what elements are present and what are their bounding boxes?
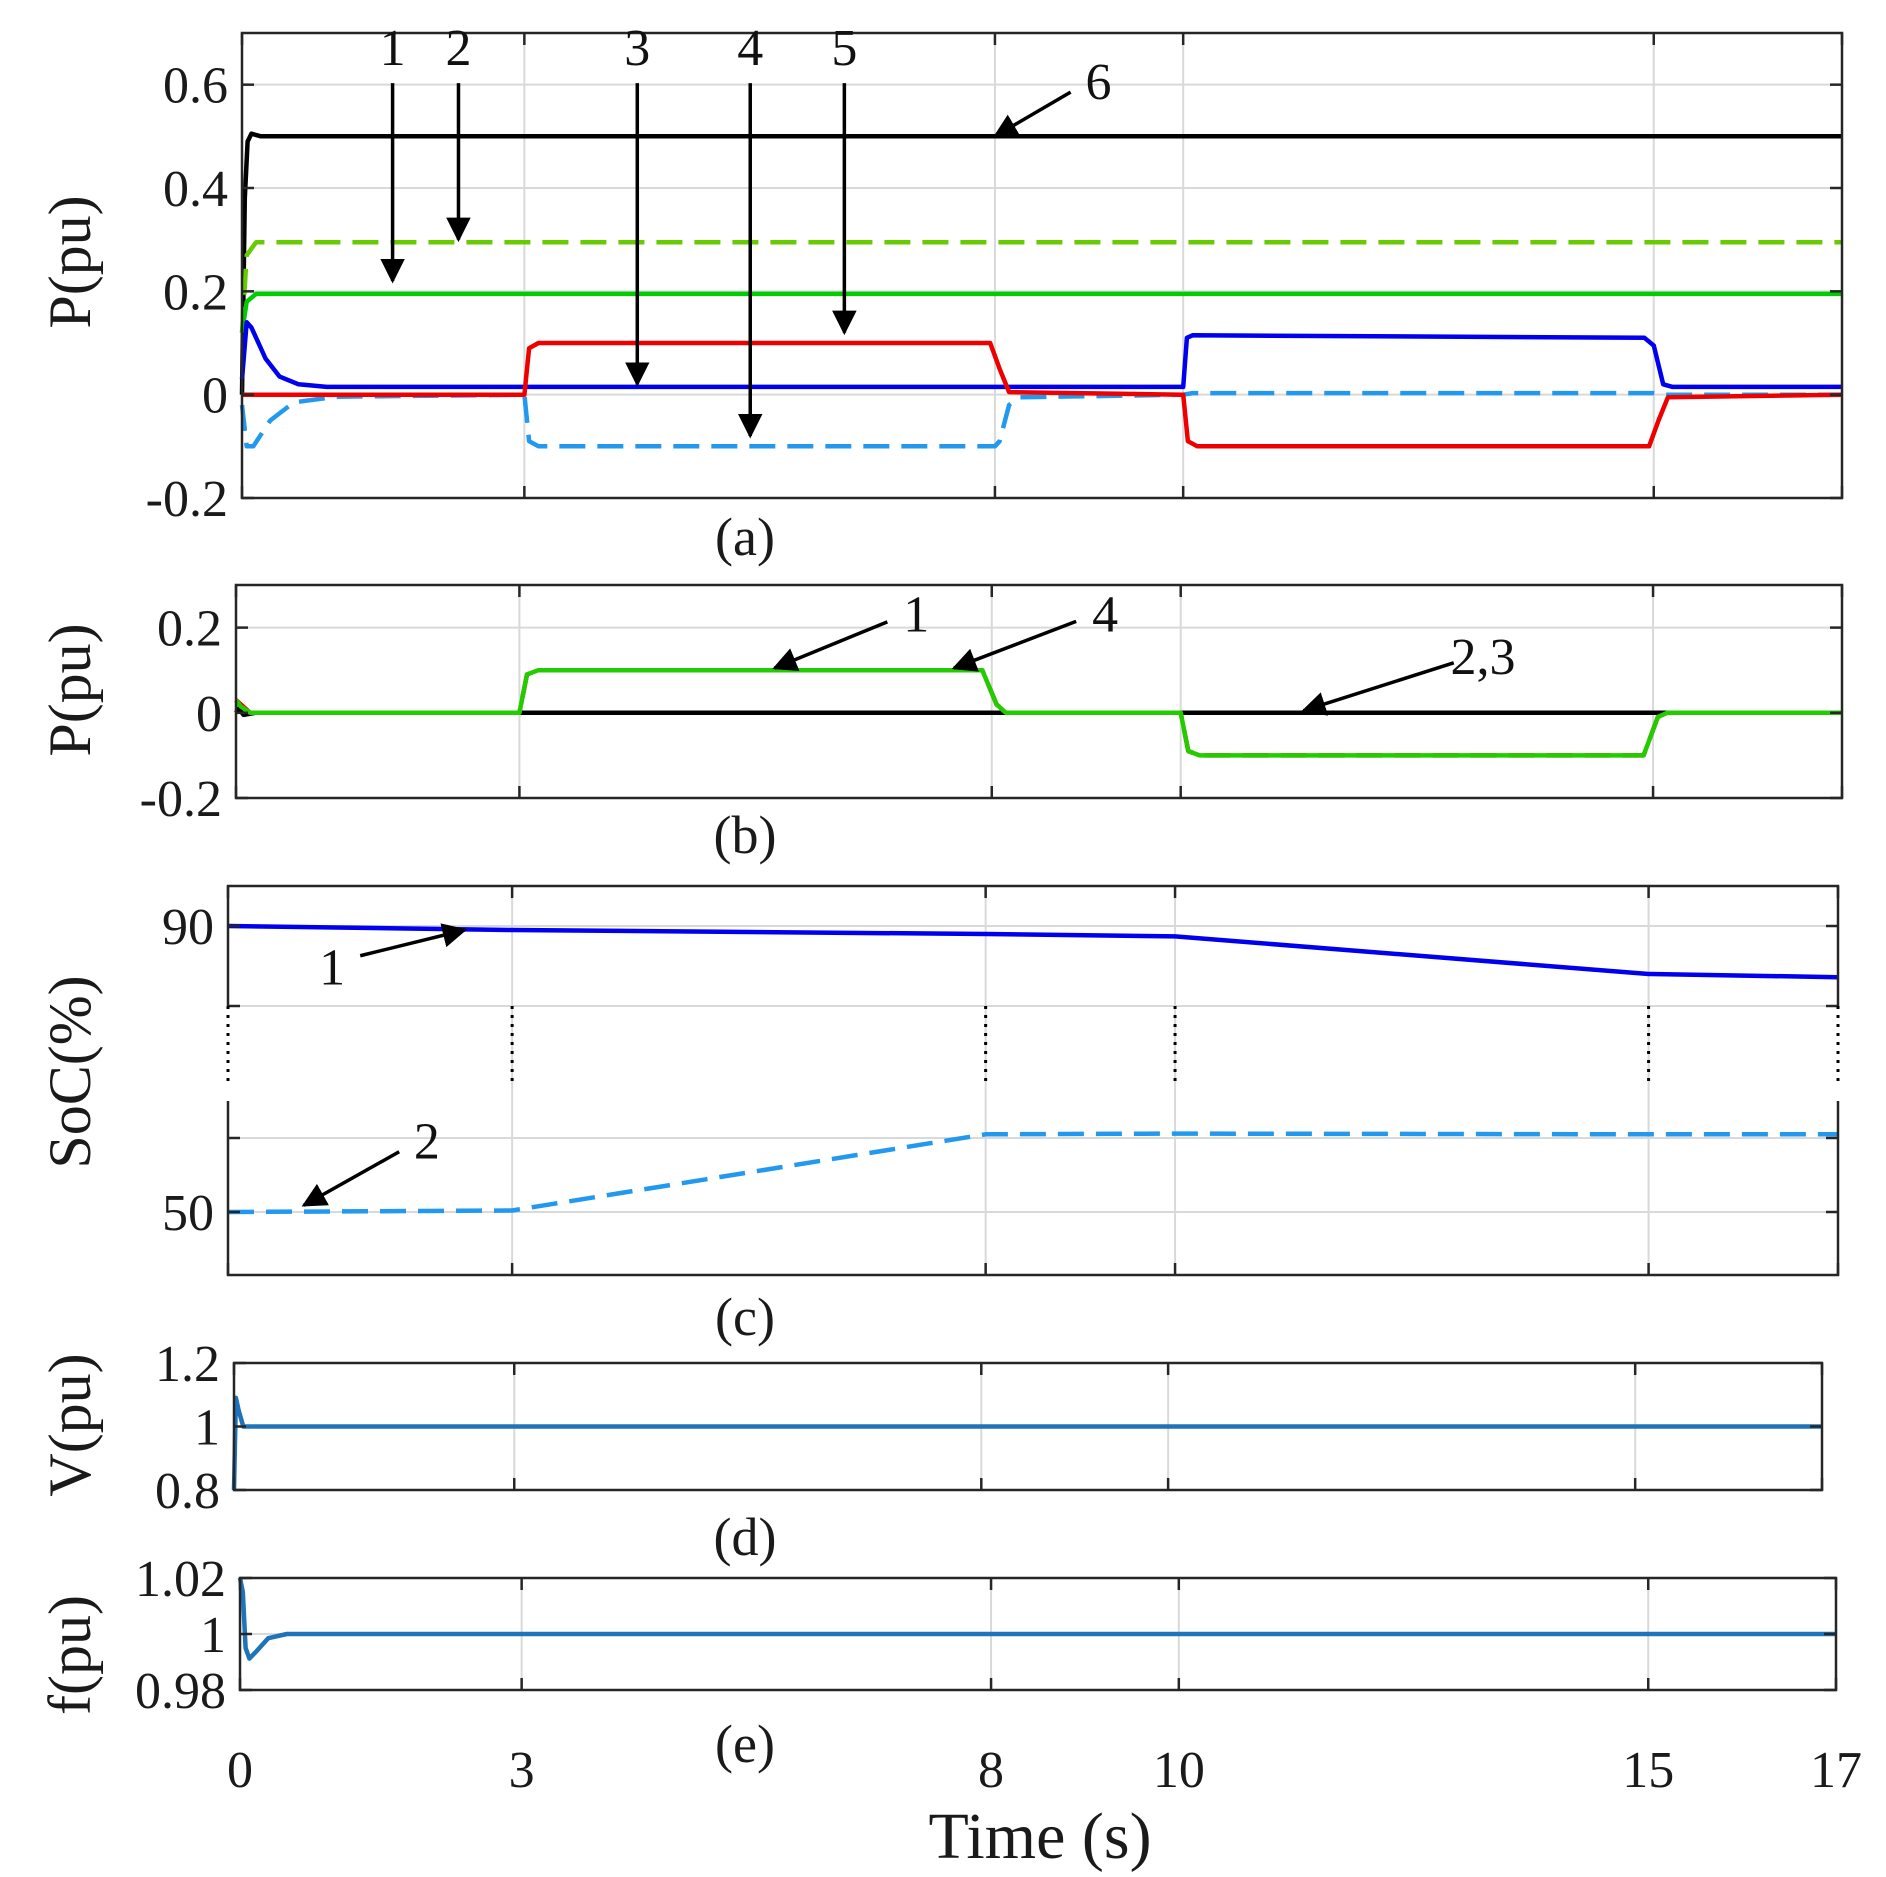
panel-b: P(pu) (b) [37, 623, 776, 865]
panel-e-series-f [237, 1577, 1836, 1661]
x-tick-label-15: 15 [1622, 1742, 1674, 1799]
panel-a-ylabel: P(pu) [37, 195, 103, 328]
x-tick-label-10: 10 [1153, 1742, 1205, 1799]
panel-c-annotation-arrow-1 [301, 1150, 401, 1207]
panel-a-ytick-label-2: 0.2 [163, 264, 228, 321]
panel-d-ytick-label-0: 0.8 [155, 1463, 220, 1520]
panel-d-caption: (d) [714, 1507, 777, 1567]
panel-c-ytick-label-0: 50 [162, 1185, 214, 1242]
panel-c-annotation-arrow-0 [359, 923, 468, 958]
panel-d: V(pu) (d) [37, 1353, 776, 1567]
panel-e: f(pu) (e) [37, 1595, 775, 1774]
panel-c-plot: 50 90 1 2 [162, 884, 1841, 1277]
panel-d-ytick-label-2: 1.2 [155, 1336, 220, 1393]
x-tick-label-3: 3 [509, 1742, 535, 1799]
panel-a-ytick-label-1: 0 [202, 368, 228, 425]
x-axis-label: Time (s) [928, 1800, 1151, 1873]
panel-a-annotation-label-5: 6 [1085, 54, 1111, 111]
panel-b-series-2-3 [234, 706, 1842, 718]
panel-c-annotation-label-0: 1 [319, 939, 345, 996]
panel-a: P(pu) (a) [37, 195, 775, 567]
panel-a-annotation-arrow-5 [992, 90, 1072, 138]
panel-a-plot: -0.2 0 0.2 0.4 0.6 1 2 3 4 5 6 [146, 20, 1844, 528]
panel-b-annotation-label-1: 4 [1092, 587, 1118, 644]
x-tick-label-8: 8 [978, 1742, 1004, 1799]
panel-b-series-4 [234, 667, 1842, 758]
panel-e-caption: (e) [715, 1714, 775, 1774]
panel-a-annotation-label-1: 2 [445, 20, 471, 77]
panel-a-ytick-label-3: 0.4 [163, 161, 228, 218]
panel-e-ytick-label-2: 1.02 [135, 1551, 226, 1608]
panel-b-ylabel: P(pu) [37, 623, 103, 756]
panel-a-ytick-label-4: 0.6 [163, 58, 228, 115]
panel-b-annotation-arrow-0 [772, 620, 889, 672]
panel-b-annotation-label-0: 1 [903, 587, 929, 644]
panel-a-series-3 [239, 320, 1842, 390]
panel-e-ytick-label-0: 0.98 [135, 1663, 226, 1720]
panel-b-axes-box [234, 583, 1844, 800]
panel-b-ytick-label-0: -0.2 [140, 771, 222, 828]
panel-a-caption: (a) [715, 507, 775, 567]
panel-c-ytick-label-3: 90 [162, 899, 214, 956]
panel-c-series-2 [227, 1131, 1838, 1215]
panel-e-ylabel: f(pu) [37, 1595, 103, 1715]
panel-b-plot: -0.2 0 0.2 1 4 2,3 [140, 583, 1844, 828]
panel-a-series-2 [239, 239, 1842, 333]
panel-c-annotation-label-1: 2 [414, 1113, 440, 1170]
panel-d-plot: 0.8 1 1.2 [155, 1336, 1824, 1520]
panel-d-ytick-label-1: 1 [194, 1400, 220, 1457]
panel-d-series-V [231, 1395, 1822, 1491]
panel-a-axes-box [240, 31, 1844, 500]
panel-b-ytick-label-2: 0.2 [157, 601, 222, 658]
panel-a-series-4 [239, 390, 1842, 449]
panel-c-axes-box [226, 884, 1840, 1277]
panel-b-caption: (b) [714, 805, 777, 865]
panel-c-ylabel: SoC(%) [37, 975, 103, 1168]
panel-c-series-1 [227, 923, 1839, 980]
x-tick-label-0: 0 [227, 1742, 253, 1799]
panel-c: SoC(%) (c) [37, 975, 775, 1347]
panel-d-ylabel: V(pu) [37, 1353, 103, 1496]
panel-a-series-5 [242, 340, 1843, 449]
x-tick-label-17: 17 [1810, 1742, 1862, 1799]
panel-c-caption: (c) [715, 1287, 775, 1347]
panel-b-annotation-arrow-2 [1301, 661, 1455, 716]
panel-b-annotation-arrow-1 [951, 619, 1077, 672]
panel-a-annotation-label-4: 5 [831, 20, 857, 77]
panel-a-series-6 [239, 131, 1842, 395]
panel-b-ytick-label-1: 0 [196, 686, 222, 743]
panel-e-ytick-label-1: 1 [200, 1607, 226, 1664]
panel-a-annotation-label-2: 3 [624, 20, 650, 77]
panel-a-series-1 [239, 291, 1842, 334]
panel-a-annotation-label-0: 1 [380, 20, 406, 77]
panel-b-annotation-label-2: 2,3 [1451, 629, 1516, 686]
panel-a-ytick-label-0: -0.2 [146, 471, 228, 528]
panel-a-annotation-label-3: 4 [737, 20, 763, 77]
